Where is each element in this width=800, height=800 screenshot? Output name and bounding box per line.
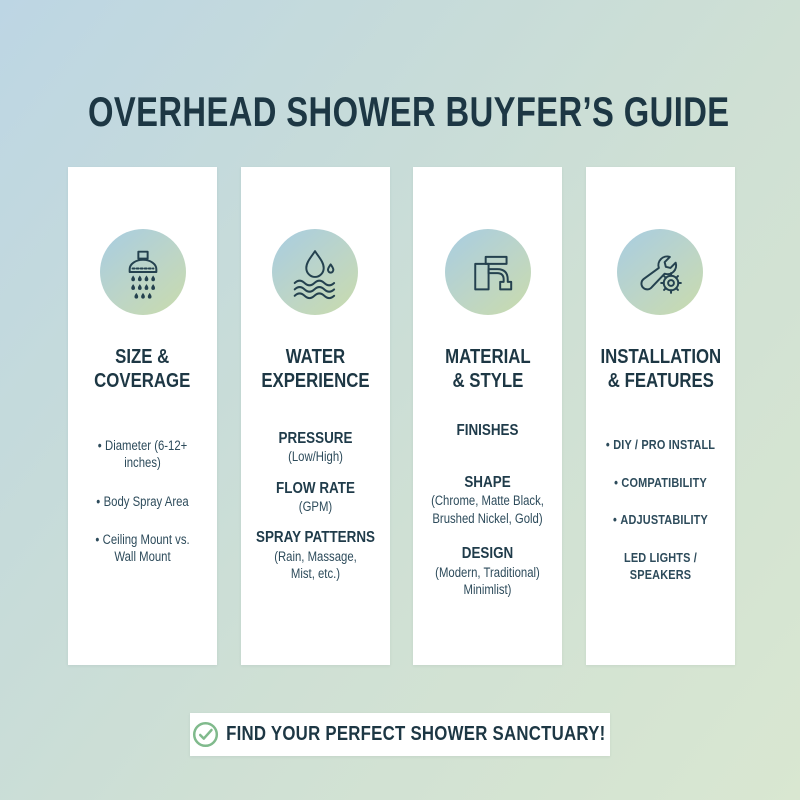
bullet-item: • Diameter (6-12+ inches) [80,437,205,472]
card-title: SIZE & COVERAGE [94,346,191,392]
bullet-item: • DIY / PRO INSTALL [598,437,723,454]
icon-circle [272,229,359,315]
bullet-text: ADJUSTABILITY [620,512,708,528]
bullet-dot-icon: • [97,438,102,453]
wrench-gear-icon [640,255,683,294]
spec-section: DESIGN (Modern, Traditional) Minimlist) [413,544,562,598]
bullet-list: • DIY / PRO INSTALL • COMPATIBILITY • ADJUS… [586,437,735,583]
icon-circle [444,229,531,315]
page-title: OVERHEAD SHOWER BUYFER’S GUIDE [88,88,730,136]
bullet-item: • COMPATIBILITY [598,475,723,492]
water-drop-waves-icon [293,250,336,300]
spec-section: SHAPE (Chrome, Matte Black, Brushed Nick… [413,473,562,527]
card-size-coverage: SIZE & COVERAGE • Diameter (6-12+ inches)… [68,167,217,665]
bullet-dot-icon: • [613,512,618,528]
section-label: FINISHES [456,422,519,439]
cta-banner-inner: FIND YOUR PERFECT SHOWER SANCTUARY! [192,721,606,748]
faucet-icon [474,255,512,291]
section-label: FLOW RATE [275,479,355,497]
card-material-style: MATERIAL & STYLE FINISHES SHAPE (Chrome,… [413,167,563,665]
card-water-experience: WATER EXPERIENCE PRESSURE (Low/High) FLO… [240,167,390,665]
bullet-text: Ceiling Mount vs. Wall Mount [102,531,190,565]
bullet-dot-icon: • [614,474,619,490]
section-label: SHAPE [464,474,511,492]
bullet-text: Diameter (6-12+ inches) [105,438,188,471]
cards-container: SIZE & COVERAGE • Diameter (6-12+ inches)… [68,167,735,665]
bullet-list: • Diameter (6-12+ inches) • Body Spray Are… [68,437,217,586]
section-sub: (Low/High) [287,449,343,465]
spec-section: PRESSURE (Low/High) [241,429,390,466]
card-title: INSTALLATION & FEATURES [600,346,721,392]
card-footer-note: LED LIGHTS / SPEAKERS [623,549,697,582]
banner-text: FIND YOUR PERFECT SHOWER SANCTUARY! [226,723,606,745]
spec-section: FINISHES [413,421,562,440]
bullet-item: • ADJUSTABILITY [598,512,723,529]
section-sub: (GPM) [298,498,332,514]
icon-circle [99,229,186,315]
section-label: DESIGN [462,545,514,563]
spec-sections: PRESSURE (Low/High) FLOW RATE (GPM) SPRA… [241,429,390,596]
section-sub: (Modern, Traditional) Minimlist) [435,564,541,598]
showerhead-icon [128,250,157,299]
bullet-text: DIY / PRO INSTALL [613,437,716,452]
bullet-dot-icon: • [95,531,100,547]
spec-section: FLOW RATE (GPM) [241,479,390,516]
bullet-text: Body Spray Area [103,493,189,509]
card-title: WATER EXPERIENCE [261,346,370,392]
card-installation-features: INSTALLATION & FEATURES • DIY / PRO INSTA… [585,167,735,665]
section-label: PRESSURE [278,430,353,447]
bullet-item: • Ceiling Mount vs. Wall Mount [80,531,205,566]
section-sub: (Chrome, Matte Black, Brushed Nickel, Go… [431,493,545,526]
check-circle-icon [192,721,219,748]
section-sub: (Rain, Massage, Mist, etc.) [273,548,357,582]
bullet-item: • Body Spray Area [80,493,205,510]
cta-banner: FIND YOUR PERFECT SHOWER SANCTUARY! [190,713,610,756]
spec-section: SPRAY PATTERNS (Rain, Massage, Mist, etc… [241,528,390,582]
spec-sections: FINISHES SHAPE (Chrome, Matte Black, Bru… [413,421,562,612]
icon-circle [617,229,704,315]
bullet-text: COMPATIBILITY [621,474,707,490]
section-label: SPRAY PATTERNS [255,529,375,547]
bullet-dot-icon: • [96,493,101,509]
bullet-dot-icon: • [605,437,610,452]
card-title: MATERIAL & STYLE [445,346,531,392]
